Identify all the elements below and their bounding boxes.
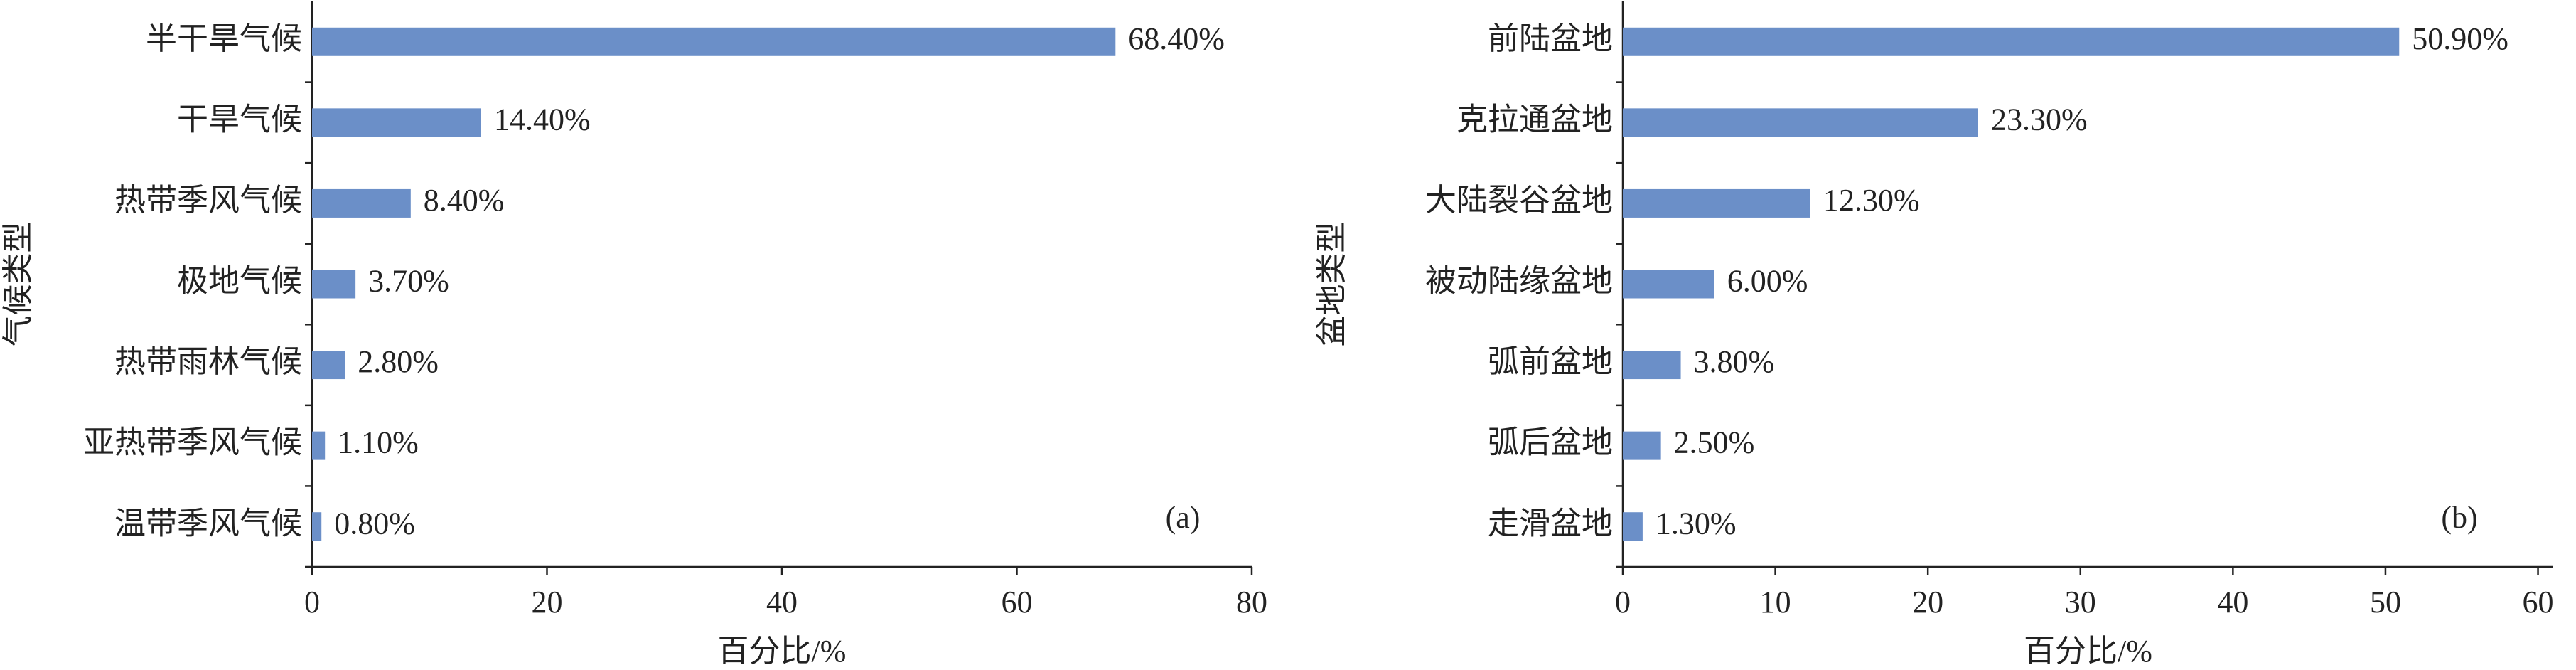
x-axis-label: 百分比/% bbox=[2024, 634, 2152, 669]
annotation: (b) bbox=[2441, 500, 2477, 535]
value-label: 3.70% bbox=[368, 264, 449, 299]
x-tick-label: 20 bbox=[532, 585, 563, 620]
bar bbox=[312, 431, 326, 460]
annotation: (a) bbox=[1166, 500, 1201, 535]
y-tick-label: 弧后盆地 bbox=[1488, 425, 1613, 460]
y-tick-label: 弧前盆地 bbox=[1488, 344, 1613, 379]
value-label: 23.30% bbox=[1991, 102, 2088, 137]
bar bbox=[312, 512, 322, 541]
value-label: 0.80% bbox=[334, 506, 415, 541]
value-label: 6.00% bbox=[1727, 264, 1808, 299]
value-label: 14.40% bbox=[494, 102, 591, 137]
y-axis-label: 气候类型 bbox=[1, 222, 36, 347]
y-tick-label: 亚热带季风气候 bbox=[83, 425, 302, 460]
value-label: 1.30% bbox=[1655, 506, 1737, 541]
y-tick-label: 极地气候 bbox=[177, 264, 302, 299]
y-tick-label: 热带雨林气候 bbox=[114, 344, 302, 379]
y-tick-label: 走滑盆地 bbox=[1488, 506, 1613, 541]
y-tick-label: 热带季风气候 bbox=[114, 183, 302, 218]
x-tick-label: 20 bbox=[1912, 585, 1943, 620]
bar bbox=[312, 27, 1116, 56]
value-label: 1.10% bbox=[338, 425, 419, 460]
x-tick-label: 40 bbox=[2217, 585, 2248, 620]
y-tick-label: 温带季风气候 bbox=[114, 506, 302, 541]
bar bbox=[1623, 351, 1681, 380]
y-tick-label: 大陆裂谷盆地 bbox=[1425, 183, 1613, 218]
value-label: 2.80% bbox=[358, 344, 439, 379]
x-tick-label: 80 bbox=[1236, 585, 1267, 620]
value-label: 12.30% bbox=[1823, 183, 1920, 218]
value-label: 2.50% bbox=[1674, 425, 1755, 460]
y-axis-label: 盆地类型 bbox=[1314, 222, 1349, 347]
bar bbox=[1623, 270, 1714, 299]
value-label: 8.40% bbox=[424, 183, 505, 218]
x-tick-label: 60 bbox=[1002, 585, 1033, 620]
x-tick-label: 60 bbox=[2523, 585, 2554, 620]
bar bbox=[1623, 188, 1810, 218]
bar bbox=[1623, 512, 1643, 541]
bar bbox=[312, 351, 345, 380]
y-tick-label: 干旱气候 bbox=[177, 102, 302, 137]
x-tick-label: 50 bbox=[2370, 585, 2401, 620]
y-tick-label: 半干旱气候 bbox=[146, 21, 302, 56]
bar bbox=[1623, 108, 1978, 137]
y-tick-label: 克拉通盆地 bbox=[1456, 102, 1613, 137]
x-tick-label: 10 bbox=[1760, 585, 1791, 620]
x-axis-label: 百分比/% bbox=[718, 634, 847, 669]
value-label: 3.80% bbox=[1694, 344, 1775, 379]
x-tick-label: 40 bbox=[766, 585, 798, 620]
bar bbox=[312, 188, 411, 218]
value-label: 68.40% bbox=[1128, 21, 1225, 56]
bar bbox=[1623, 27, 2400, 56]
x-tick-label: 0 bbox=[304, 585, 320, 620]
x-tick-label: 30 bbox=[2065, 585, 2096, 620]
value-label: 50.90% bbox=[2412, 21, 2508, 56]
y-tick-label: 被动陆缘盆地 bbox=[1425, 264, 1613, 299]
bar bbox=[312, 108, 481, 137]
y-tick-label: 前陆盆地 bbox=[1488, 21, 1613, 56]
bar bbox=[1623, 431, 1661, 460]
x-tick-label: 0 bbox=[1615, 585, 1631, 620]
bar bbox=[312, 270, 356, 299]
